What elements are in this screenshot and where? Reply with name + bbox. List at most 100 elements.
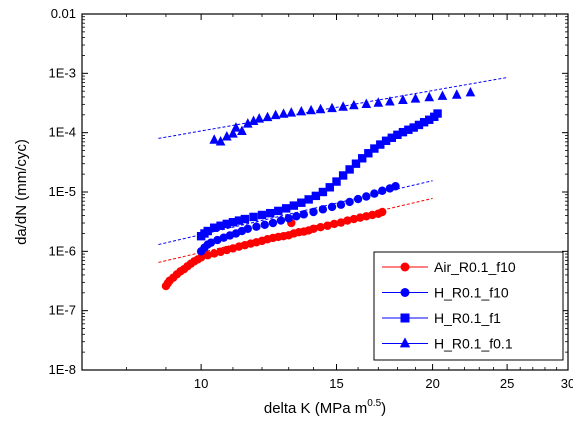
x-axis-title-close: ) — [381, 400, 386, 417]
y-tick-label: 1E-3 — [49, 65, 76, 80]
data-point-circle — [318, 205, 328, 214]
data-point-triangle — [361, 98, 372, 108]
data-point-circle — [378, 207, 387, 217]
x-tick-label: 15 — [329, 376, 343, 391]
data-point-triangle — [315, 103, 326, 114]
data-point-circle — [309, 224, 318, 233]
data-point-triangle — [254, 113, 265, 123]
y-tick-label: 1E-6 — [49, 243, 76, 258]
data-point-circle — [260, 220, 269, 230]
data-point-triangle — [410, 93, 421, 103]
data-point-circle — [330, 219, 339, 229]
data-point-square — [358, 154, 367, 163]
data-point-square — [304, 195, 313, 204]
data-point-square — [234, 216, 244, 225]
data-point-square — [203, 226, 212, 236]
x-tick-label: 30 — [561, 376, 573, 391]
legend-marker-circle — [400, 288, 410, 297]
data-point-square — [228, 217, 238, 227]
data-point-square — [345, 165, 354, 174]
data-point-triangle — [349, 99, 359, 110]
x-axis-title-main: delta K (MPa m — [264, 400, 367, 417]
data-point-triangle — [327, 102, 337, 113]
data-point-square — [311, 191, 321, 201]
data-point-square — [364, 149, 373, 158]
data-point-triangle — [231, 122, 241, 132]
data-point-triangle — [248, 115, 259, 125]
data-point-square — [318, 187, 328, 197]
data-point-square — [414, 120, 424, 130]
data-point-circle — [268, 218, 278, 228]
data-point-triangle — [215, 136, 226, 146]
data-point-square — [381, 136, 391, 145]
data-point-triangle — [286, 107, 297, 117]
data-point-square — [249, 212, 258, 222]
data-point-square — [404, 125, 413, 134]
data-point-circle — [206, 238, 216, 247]
data-point-square — [325, 183, 334, 192]
data-point-circle — [316, 223, 325, 232]
data-point-triangle — [242, 118, 253, 128]
x-tick-label: 10 — [194, 376, 208, 391]
data-point-circle — [327, 202, 337, 212]
data-point-square — [370, 144, 379, 153]
data-point-circle — [196, 253, 206, 262]
data-point-triangle — [262, 111, 273, 122]
data-point-triangle — [385, 96, 395, 106]
y-tick-label: 1E-4 — [49, 125, 76, 140]
data-point-circle — [276, 216, 286, 225]
data-point-triangle — [451, 89, 462, 99]
y-tick-label: 0.01 — [51, 6, 76, 21]
data-point-square — [222, 219, 232, 229]
legend-marker-circle — [400, 262, 410, 272]
data-point-circle — [336, 218, 346, 227]
data-point-square — [376, 140, 385, 149]
x-axis-title-superscript: 0.5 — [367, 398, 381, 409]
data-point-circle — [336, 200, 346, 209]
data-point-square — [351, 159, 361, 168]
data-point-square — [266, 208, 275, 218]
legend: Air_R0.1_f10 H_R0.1_f10 H_R0.1_f1 H_R0.1_f0… — [373, 251, 564, 361]
data-point-triangle — [373, 97, 384, 107]
data-point-circle — [370, 189, 379, 198]
axis-ticks: 1E-8 1E-7 1E-6 1E-5 1E-4 1E-3 0.01 10 15 20 25 30 — [49, 6, 573, 391]
data-point-square — [240, 214, 250, 224]
data-point-circle — [203, 251, 212, 260]
x-axis-title: delta K (MPa m0.5) — [264, 398, 386, 417]
data-point-circle — [284, 214, 293, 223]
y-tick-label: 1E-8 — [49, 362, 76, 377]
data-point-circle — [243, 224, 252, 233]
data-point-triangle — [306, 104, 316, 115]
data-point-circle — [299, 210, 308, 219]
data-point-square — [393, 130, 402, 140]
y-tick-label: 1E-5 — [49, 184, 76, 199]
data-point-circle — [210, 249, 219, 258]
data-point-circle — [309, 207, 318, 217]
data-point-triangle — [237, 125, 247, 136]
data-point-circle — [343, 216, 352, 225]
data-point-circle — [362, 192, 371, 201]
data-point-triangle — [437, 90, 448, 100]
data-point-square — [257, 210, 267, 220]
data-point-square — [433, 109, 442, 118]
data-point-square — [332, 177, 341, 186]
data-point-square — [398, 127, 408, 137]
data-point-square — [425, 115, 434, 124]
data-point-square — [289, 201, 299, 210]
data-point-triangle — [278, 108, 289, 118]
data-point-triangle — [209, 134, 220, 144]
data-point-circle — [349, 214, 359, 224]
data-point-circle — [323, 221, 332, 230]
data-point-square — [297, 198, 306, 207]
data-point-circle — [345, 197, 354, 207]
data-point-circle — [378, 186, 387, 195]
data-points — [161, 86, 476, 291]
data-point-square — [387, 133, 396, 142]
data-point-circle — [292, 212, 301, 221]
legend-marker-square — [400, 313, 410, 323]
data-point-circle — [213, 235, 222, 245]
legend-label: Air_R0.1_f10 — [434, 259, 516, 275]
data-point-square — [419, 118, 429, 127]
data-point-triangle — [270, 109, 281, 120]
